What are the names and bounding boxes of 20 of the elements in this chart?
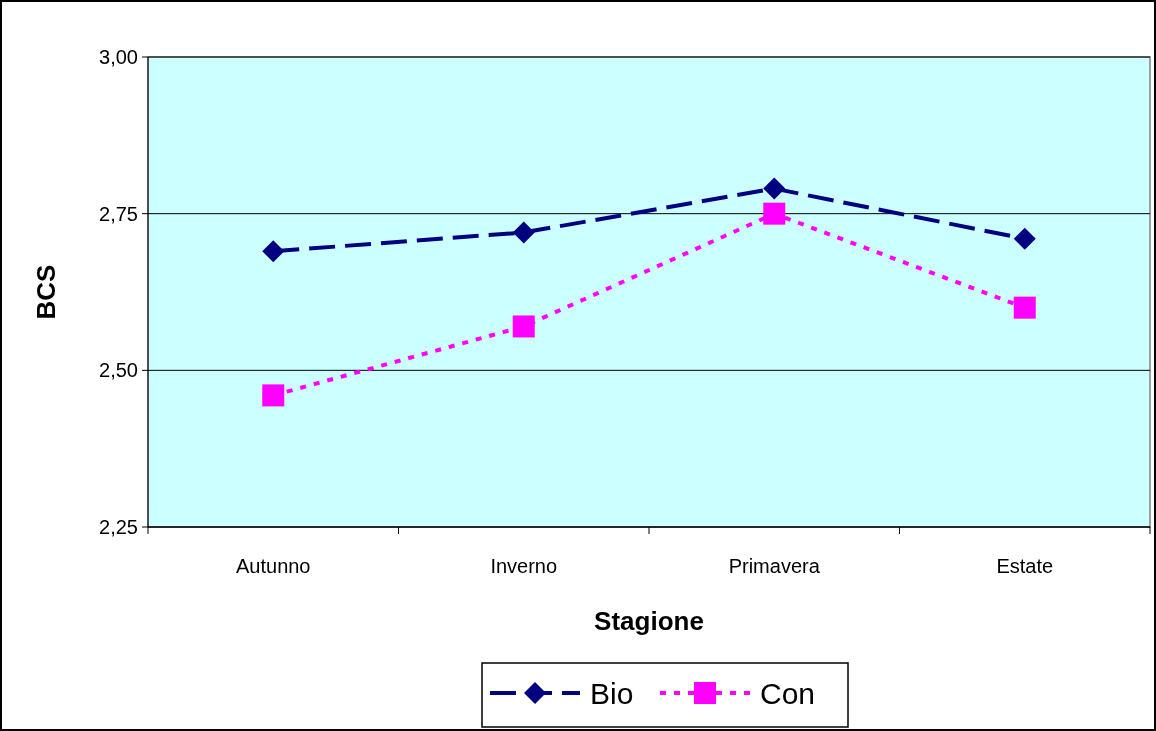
point [512, 221, 535, 244]
point [262, 384, 285, 407]
x-tick-label: Autunno [235, 555, 311, 577]
point [262, 240, 285, 263]
y-tick-label: 2,50 [99, 359, 138, 382]
x-tick-label: Primavera [728, 555, 821, 577]
x-tick-label: Inverno [490, 555, 558, 577]
y-axis-title: BCS [31, 264, 61, 320]
x-axis-title: Stagione [594, 606, 704, 636]
legend-label: Con [760, 676, 816, 710]
point [512, 315, 535, 338]
point [1013, 227, 1036, 250]
point [1013, 296, 1036, 319]
y-tick-label: 2,25 [99, 516, 138, 538]
y-tick-label: 2,75 [99, 202, 138, 225]
legend-label: Bio [590, 676, 634, 710]
y-tick-label: 3,00 [99, 46, 138, 68]
point [763, 177, 786, 200]
x-tick-label: Estate [996, 555, 1054, 577]
point [763, 202, 786, 225]
